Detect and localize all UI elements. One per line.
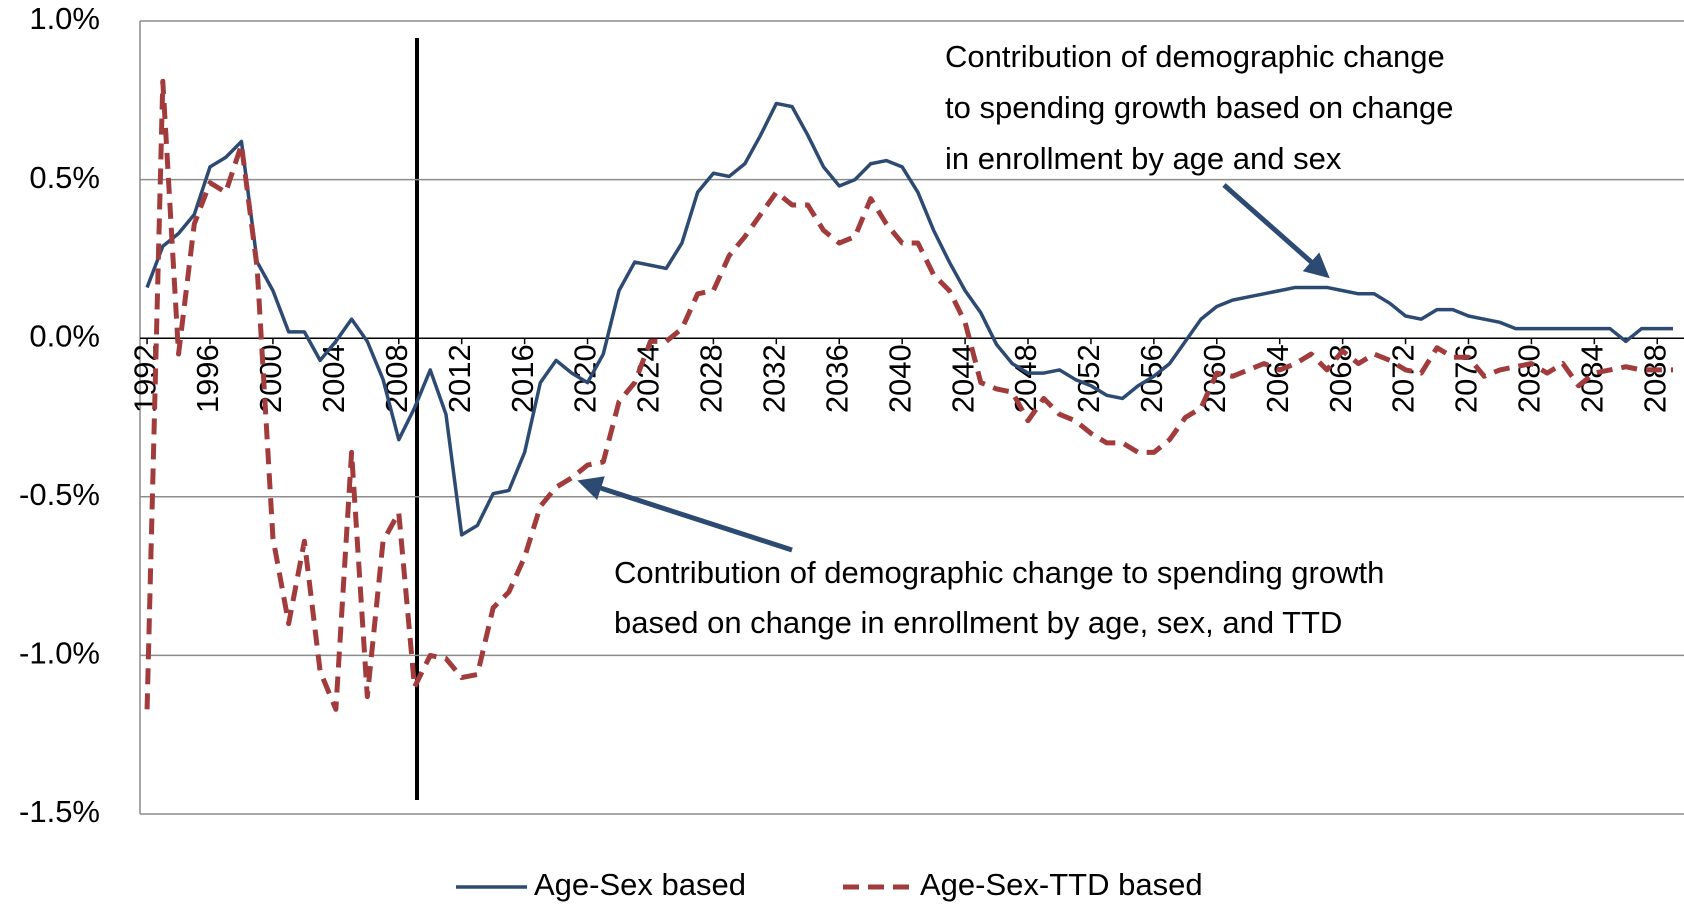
x-tick-label: 2000: [253, 344, 288, 413]
legend-label: Age-Sex-TTD based: [920, 867, 1203, 902]
x-tick-label: 2076: [1449, 344, 1484, 413]
x-tick-label: 2088: [1637, 344, 1672, 413]
x-tick-label: 1996: [190, 344, 225, 413]
y-tick-label: 0.0%: [29, 318, 100, 353]
x-tick-label: 2064: [1260, 344, 1295, 413]
y-tick-label: -1.0%: [19, 636, 100, 671]
x-tick-label: 2048: [1008, 344, 1043, 413]
x-tick-label: 2008: [379, 344, 414, 413]
annotation-arrow: [577, 476, 793, 553]
y-tick-label: -0.5%: [19, 477, 100, 512]
x-tick-label: 2072: [1386, 344, 1421, 413]
y-tick-label: 1.0%: [29, 1, 100, 36]
x-tick-label: 2024: [631, 344, 666, 413]
x-tick-label: 2016: [505, 344, 540, 413]
x-tick-label: 2012: [442, 344, 477, 413]
annotations: Contribution of demographic change to sp…: [577, 39, 1453, 640]
annotation-text: based on change in enrollment by age, se…: [614, 605, 1342, 640]
annotation-arrow: [1222, 183, 1330, 279]
x-tick-label: 2040: [882, 344, 917, 413]
y-tick-label: 0.5%: [29, 160, 100, 195]
annotation-text: to spending growth based on change: [945, 90, 1453, 125]
series-line: [145, 101, 1673, 537]
series-line: [144, 78, 1673, 712]
x-tick-label: 2080: [1512, 344, 1547, 413]
legend-label: Age-Sex based: [534, 867, 746, 902]
x-tick-label: 2028: [694, 344, 729, 413]
x-tick-label: 2004: [316, 344, 351, 413]
annotation-text: in enrollment by age and sex: [945, 141, 1342, 176]
x-tick-label: 2084: [1575, 344, 1610, 413]
x-tick-label: 2020: [568, 344, 603, 413]
x-tick-label: 2036: [819, 344, 854, 413]
x-tick-label: 2032: [757, 344, 792, 413]
annotation-text: Contribution of demographic change to sp…: [614, 555, 1384, 590]
y-tick-label: -1.5%: [19, 794, 100, 829]
annotation-text: Contribution of demographic change: [945, 39, 1445, 74]
